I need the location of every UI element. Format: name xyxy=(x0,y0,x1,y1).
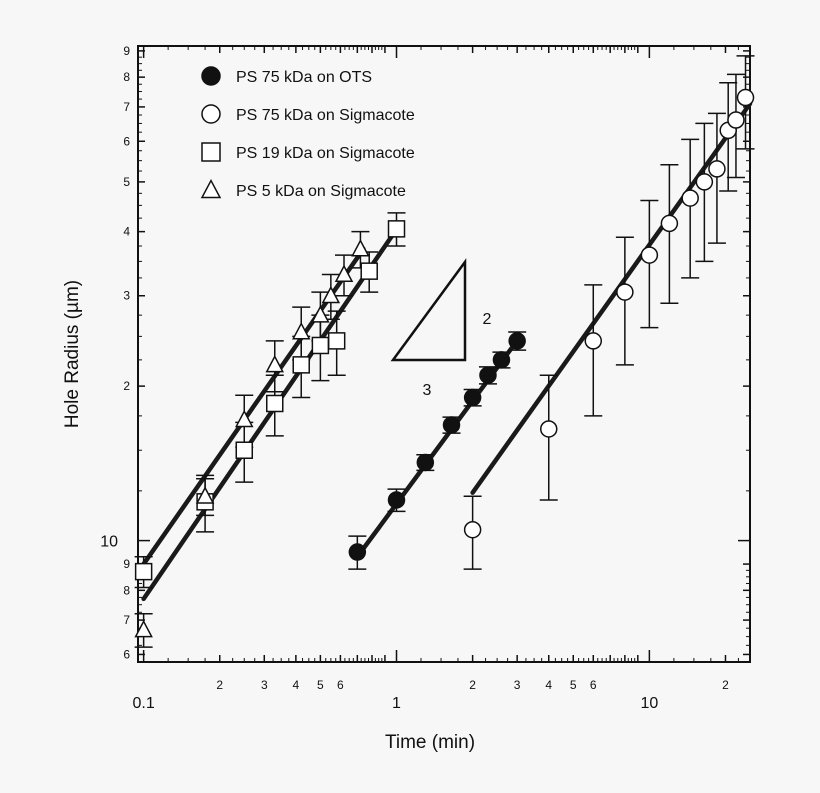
marker-open-square xyxy=(201,142,221,162)
x-tick-label: 3 xyxy=(514,678,521,692)
y-tick-label: 2 xyxy=(123,379,130,393)
legend-entry-label: PS 5 kDa on Sigmacote xyxy=(236,183,406,200)
marker-open-circle xyxy=(640,246,659,264)
y-tick-label: 5 xyxy=(123,175,130,189)
x-tick-label: 4 xyxy=(293,678,300,692)
x-tick-label: 6 xyxy=(337,678,344,692)
marker-open-triangle xyxy=(195,486,215,504)
marker-open-square xyxy=(292,356,310,374)
marker-filled-circle xyxy=(442,416,461,434)
legend: PS 75 kDa on OTS PS 75 kDa on Sigmacote PS… xyxy=(200,66,415,200)
y-tick-label: 8 xyxy=(123,70,130,84)
marker-open-circle xyxy=(584,332,603,350)
legend-entry-label: PS 75 kDa on Sigmacote xyxy=(236,107,415,124)
legend-entry-label: PS 19 kDa on Sigmacote xyxy=(236,145,415,162)
marker-filled-circle xyxy=(508,332,526,350)
marker-open-triangle xyxy=(311,305,330,323)
marker-open-triangle xyxy=(134,619,153,638)
marker-open-square xyxy=(360,262,378,280)
x-axis-label: Time (min) xyxy=(385,732,475,753)
plot-frame xyxy=(137,45,751,663)
marker-open-triangle xyxy=(291,321,311,340)
marker-open-square xyxy=(311,336,330,355)
data-markers xyxy=(134,88,755,638)
fit-line xyxy=(470,101,753,495)
slope-triangle-shape xyxy=(390,258,467,362)
x-tick-label: 4 xyxy=(545,678,552,692)
marker-open-circle xyxy=(660,214,679,233)
x-tick-label: 3 xyxy=(261,678,268,692)
y-tick-label: 7 xyxy=(123,100,130,114)
slope-rise-label: 2 xyxy=(483,311,492,328)
marker-filled-circle xyxy=(416,453,435,472)
marker-open-triangle xyxy=(265,354,284,373)
slope-run-label: 3 xyxy=(423,382,432,399)
marker-filled-circle xyxy=(201,66,221,86)
marker-open-square xyxy=(387,220,406,238)
marker-open-triangle xyxy=(334,264,354,282)
y-tick-label: 8 xyxy=(123,583,130,597)
x-tick-label: 6 xyxy=(590,678,597,692)
marker-open-circle xyxy=(201,104,221,124)
y-tick-label: 7 xyxy=(123,613,130,627)
y-tick-label: 6 xyxy=(123,134,130,148)
marker-open-triangle xyxy=(235,409,254,428)
marker-open-circle xyxy=(736,88,755,107)
fit-line xyxy=(141,223,401,602)
x-tick-label: 5 xyxy=(317,678,324,692)
marker-open-circle xyxy=(681,189,699,207)
slope-triangle: 3 2 xyxy=(390,258,492,399)
y-tick-label: 9 xyxy=(123,44,130,58)
marker-filled-circle xyxy=(479,366,497,384)
y-axis-label: Hole Radius (µm) xyxy=(62,280,83,428)
marker-filled-circle xyxy=(348,543,367,561)
x-tick-label: 5 xyxy=(570,678,577,692)
error-bars xyxy=(134,55,755,648)
y-tick-label: 6 xyxy=(123,647,130,661)
x-tick-label: 2 xyxy=(469,678,476,692)
marker-open-square xyxy=(265,394,284,413)
x-tick-label: 1 xyxy=(392,695,401,712)
x-tick-label: 10 xyxy=(640,695,658,712)
y-tick-label: 3 xyxy=(123,289,130,303)
marker-open-circle xyxy=(708,160,726,178)
y-tick-label: 10 xyxy=(100,534,118,551)
axis-ticks xyxy=(138,46,751,662)
marker-open-circle xyxy=(695,173,714,191)
x-tick-label: 2 xyxy=(722,678,729,692)
fit-lines xyxy=(141,101,753,602)
marker-open-circle xyxy=(616,283,634,301)
marker-open-circle xyxy=(463,520,482,539)
marker-filled-circle xyxy=(463,388,482,407)
y-tick-label: 4 xyxy=(123,225,130,239)
x-tick-label: 2 xyxy=(216,678,223,692)
marker-filled-circle xyxy=(387,491,406,509)
marker-open-triangle xyxy=(321,285,341,304)
legend-entry-label: PS 75 kDa on OTS xyxy=(236,69,372,86)
marker-filled-circle xyxy=(492,351,511,369)
marker-open-square xyxy=(134,562,153,581)
marker-open-circle xyxy=(727,111,745,129)
marker-open-circle xyxy=(539,420,558,438)
marker-open-triangle xyxy=(200,178,222,199)
marker-open-square xyxy=(235,441,254,459)
marker-open-triangle xyxy=(351,239,370,257)
y-tick-label: 9 xyxy=(123,557,130,571)
x-tick-label: 0.1 xyxy=(133,695,155,712)
marker-open-square xyxy=(327,332,346,350)
